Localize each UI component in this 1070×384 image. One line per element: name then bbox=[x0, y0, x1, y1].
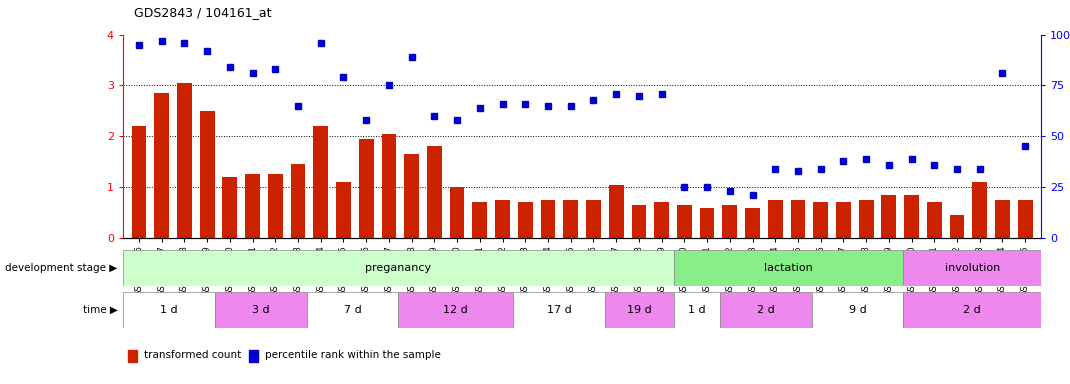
Bar bbox=[791, 200, 806, 238]
Bar bbox=[427, 147, 442, 238]
Bar bbox=[449, 187, 464, 238]
Bar bbox=[200, 111, 214, 238]
Bar bbox=[514, 292, 605, 328]
Text: lactation: lactation bbox=[764, 263, 813, 273]
Text: preganancy: preganancy bbox=[366, 263, 431, 273]
Bar bbox=[398, 292, 514, 328]
Bar bbox=[123, 292, 215, 328]
Text: 9 d: 9 d bbox=[849, 305, 867, 315]
Bar bbox=[674, 250, 903, 286]
Bar bbox=[813, 202, 828, 238]
Bar bbox=[882, 195, 897, 238]
Text: 19 d: 19 d bbox=[627, 305, 652, 315]
Text: GDS2843 / 104161_at: GDS2843 / 104161_at bbox=[134, 6, 272, 19]
Bar bbox=[404, 154, 419, 238]
Text: 12 d: 12 d bbox=[443, 305, 469, 315]
Text: 1 d: 1 d bbox=[160, 305, 178, 315]
Bar bbox=[563, 200, 578, 238]
Bar bbox=[950, 215, 964, 238]
Bar bbox=[268, 174, 282, 238]
Bar bbox=[605, 292, 674, 328]
Bar bbox=[700, 207, 715, 238]
Bar bbox=[249, 350, 259, 362]
Bar bbox=[518, 202, 533, 238]
Text: percentile rank within the sample: percentile rank within the sample bbox=[265, 350, 441, 360]
Bar bbox=[1018, 200, 1033, 238]
Bar bbox=[812, 292, 903, 328]
Text: 3 d: 3 d bbox=[251, 305, 270, 315]
Bar bbox=[223, 177, 238, 238]
Bar bbox=[631, 205, 646, 238]
Text: 2 d: 2 d bbox=[963, 305, 981, 315]
Bar bbox=[859, 200, 873, 238]
Bar bbox=[358, 139, 373, 238]
Text: 1 d: 1 d bbox=[688, 305, 705, 315]
Bar bbox=[973, 182, 988, 238]
Bar bbox=[745, 207, 760, 238]
Bar bbox=[127, 350, 137, 362]
Bar bbox=[314, 126, 328, 238]
Text: transformed count: transformed count bbox=[143, 350, 241, 360]
Bar bbox=[904, 195, 919, 238]
Bar bbox=[245, 174, 260, 238]
Text: 2 d: 2 d bbox=[756, 305, 775, 315]
Bar bbox=[654, 202, 669, 238]
Bar bbox=[609, 185, 624, 238]
Text: 7 d: 7 d bbox=[343, 305, 362, 315]
Bar bbox=[177, 83, 192, 238]
Bar bbox=[768, 200, 782, 238]
Bar bbox=[995, 200, 1010, 238]
Bar bbox=[123, 250, 674, 286]
Bar bbox=[722, 205, 737, 238]
Bar bbox=[154, 93, 169, 238]
Bar bbox=[903, 292, 1041, 328]
Bar bbox=[307, 292, 398, 328]
Bar bbox=[291, 164, 305, 238]
Bar bbox=[132, 126, 147, 238]
Bar bbox=[927, 202, 942, 238]
Bar bbox=[903, 250, 1041, 286]
Bar bbox=[215, 292, 307, 328]
Bar bbox=[382, 134, 396, 238]
Text: development stage ▶: development stage ▶ bbox=[5, 263, 118, 273]
Text: time ▶: time ▶ bbox=[82, 305, 118, 315]
Text: involution: involution bbox=[945, 263, 999, 273]
Bar bbox=[674, 292, 720, 328]
Bar bbox=[540, 200, 555, 238]
Bar bbox=[586, 200, 601, 238]
Bar bbox=[677, 205, 691, 238]
Bar bbox=[336, 182, 351, 238]
Bar bbox=[473, 202, 487, 238]
Bar bbox=[836, 202, 851, 238]
Bar bbox=[495, 200, 510, 238]
Bar bbox=[720, 292, 812, 328]
Text: 17 d: 17 d bbox=[547, 305, 571, 315]
